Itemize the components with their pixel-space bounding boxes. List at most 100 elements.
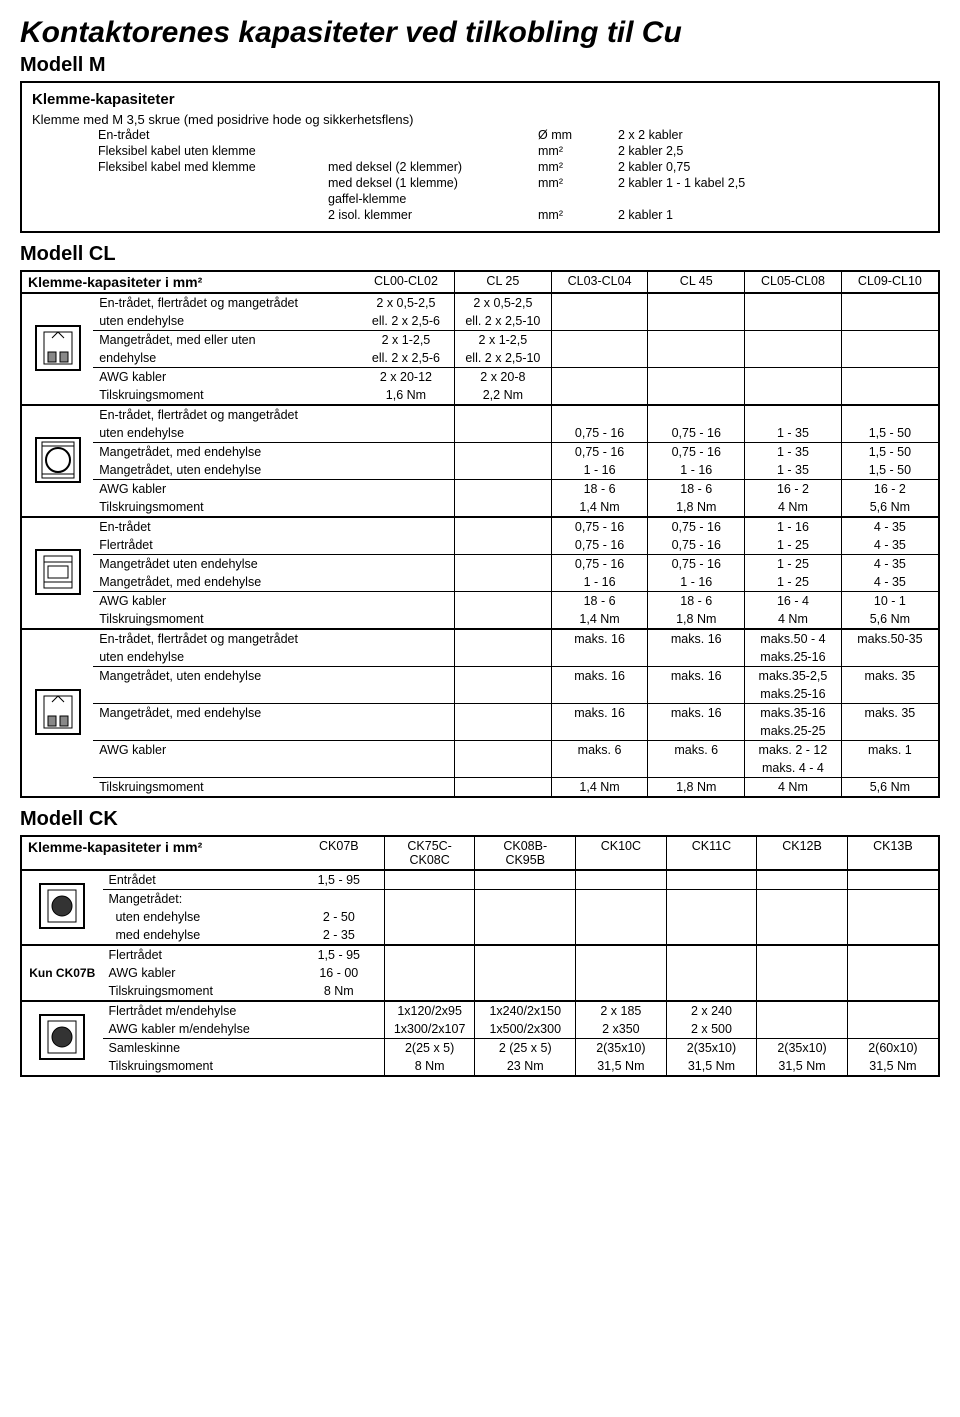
- cl-c4: maks. 4 - 4: [745, 759, 842, 778]
- cl-c2: maks. 6: [551, 741, 648, 760]
- cl-c4: [745, 349, 842, 368]
- cl-c4: 1 - 35: [745, 461, 842, 480]
- cl-row: Flertrådet0,75 - 160,75 - 161 - 254 - 35: [22, 536, 938, 555]
- cl-c0: ell. 2 x 2,5-6: [358, 312, 455, 331]
- cl-label: Tilskruingsmoment: [93, 386, 358, 405]
- cl-c3: [648, 648, 745, 667]
- cl-c0: [358, 405, 455, 424]
- cl-icon-cell: [22, 517, 93, 629]
- cl-c4: 1 - 35: [745, 443, 842, 462]
- cl-label: AWG kabler: [93, 741, 358, 760]
- cl-c3: 0,75 - 16: [648, 536, 745, 555]
- cl-c5: 4 - 35: [841, 555, 938, 574]
- ck-c4: [666, 890, 757, 909]
- cl-c1: [455, 704, 552, 723]
- ck-c0: 16 - 00: [294, 964, 385, 982]
- m-col-c: mm²: [532, 207, 612, 223]
- cl-c1: 2,2 Nm: [455, 386, 552, 405]
- cl-c3: [648, 722, 745, 741]
- cl-c0: [358, 722, 455, 741]
- cl-c3: 0,75 - 16: [648, 555, 745, 574]
- cl-c1: 2 x 20-8: [455, 368, 552, 387]
- ck-c0: [294, 1039, 385, 1058]
- cl-row: Mangetrådet, med endehylse1 - 161 - 161 …: [22, 573, 938, 592]
- cl-c4: 1 - 16: [745, 517, 842, 536]
- cl-c3: maks. 16: [648, 704, 745, 723]
- cl-row: Mangetrådet, uten endehylse1 - 161 - 161…: [22, 461, 938, 480]
- cl-row: AWG kabler18 - 618 - 616 - 216 - 2: [22, 480, 938, 499]
- ck-c3: [576, 908, 667, 926]
- cl-c1: ell. 2 x 2,5-10: [455, 312, 552, 331]
- cl-label: Tilskruingsmoment: [93, 778, 358, 797]
- ck-c0: [294, 890, 385, 909]
- model-m-row: Fleksibel kabel uten klemmemm²2 kabler 2…: [32, 143, 928, 159]
- cl-c1: [455, 461, 552, 480]
- m-col-b: med deksel (2 klemmer): [322, 159, 532, 175]
- ck-col-4: CK11C: [666, 837, 757, 870]
- cl-label: Flertrådet: [93, 536, 358, 555]
- ck-c1: 1x300/2x107: [384, 1020, 475, 1039]
- m-col-c: mm²: [532, 143, 612, 159]
- cl-c1: [455, 648, 552, 667]
- cl-c5: maks.50-35: [841, 629, 938, 648]
- model-ck-heading: Modell CK: [20, 808, 940, 831]
- model-m-subheading: Klemme-kapasiteter: [32, 91, 928, 108]
- ck-c1: [384, 982, 475, 1001]
- cl-row: En-trådet, flertrådet og mangetrådetmaks…: [22, 629, 938, 648]
- cl-c4: [745, 293, 842, 312]
- model-cl-box: Klemme-kapasiteter i mm² CL00-CL02 CL 25…: [20, 270, 940, 798]
- cl-c3: [648, 312, 745, 331]
- cl-row: En-trådet, flertrådet og mangetrådet2 x …: [22, 293, 938, 312]
- cl-c1: [455, 517, 552, 536]
- ck-c6: [847, 964, 938, 982]
- cl-c5: 5,6 Nm: [841, 498, 938, 517]
- cl-c4: 4 Nm: [745, 498, 842, 517]
- m-col-d: 2 x 2 kabler: [612, 127, 928, 143]
- cl-c1: [455, 498, 552, 517]
- ck-c3: 31,5 Nm: [576, 1057, 667, 1075]
- ck-c6: [847, 926, 938, 945]
- m-col-d: 2 kabler 1 - 1 kabel 2,5: [612, 175, 928, 191]
- ck-c1: [384, 964, 475, 982]
- cl-row: Tilskruingsmoment1,6 Nm2,2 Nm: [22, 386, 938, 405]
- cl-label: En-trådet: [93, 517, 358, 536]
- ck-c3: [576, 890, 667, 909]
- cl-c0: 2 x 20-12: [358, 368, 455, 387]
- model-m-heading: Modell M: [20, 54, 940, 77]
- cl-label: Mangetrådet, uten endehylse: [93, 667, 358, 686]
- cl-c3: [648, 349, 745, 368]
- model-m-row: Fleksibel kabel med klemmemed deksel (2 …: [32, 159, 928, 175]
- cl-c3: 1,8 Nm: [648, 778, 745, 797]
- cl-c1: [455, 555, 552, 574]
- ck-c1: 8 Nm: [384, 1057, 475, 1075]
- ck-c2: [475, 982, 576, 1001]
- cl-icon-cell: [22, 629, 93, 796]
- cl-row: Tilskruingsmoment1,4 Nm1,8 Nm4 Nm5,6 Nm: [22, 498, 938, 517]
- m-col-b: 2 isol. klemmer: [322, 207, 532, 223]
- m-col-a: Fleksibel kabel uten klemme: [92, 143, 322, 159]
- cl-c5: 4 - 35: [841, 536, 938, 555]
- ck-label: Entrådet: [103, 870, 294, 890]
- cl-c3: 18 - 6: [648, 480, 745, 499]
- ck-icon-cell: [22, 1001, 103, 1075]
- cl-c1: 2 x 1-2,5: [455, 331, 552, 350]
- cl-c0: [358, 573, 455, 592]
- cl-c0: 2 x 1-2,5: [358, 331, 455, 350]
- cl-c1: [455, 778, 552, 797]
- cl-c0: [358, 704, 455, 723]
- cl-c2: [551, 722, 648, 741]
- cl-label: Mangetrådet, med endehylse: [93, 704, 358, 723]
- cl-row: Mangetrådet, uten endehylsemaks. 16maks.…: [22, 667, 938, 686]
- model-cl-table: Klemme-kapasiteter i mm² CL00-CL02 CL 25…: [22, 272, 938, 796]
- ck-c2: [475, 870, 576, 890]
- ck-label: Flertrådet: [103, 945, 294, 964]
- cl-label: AWG kabler: [93, 368, 358, 387]
- cl-c2: [551, 386, 648, 405]
- m-col-a: [92, 191, 322, 207]
- cl-c5: [841, 386, 938, 405]
- cl-c2: [551, 368, 648, 387]
- cl-label: Tilskruingsmoment: [93, 498, 358, 517]
- ck-c5: [757, 945, 848, 964]
- cl-col-4: CL05-CL08: [745, 272, 842, 293]
- cl-c2: 0,75 - 16: [551, 536, 648, 555]
